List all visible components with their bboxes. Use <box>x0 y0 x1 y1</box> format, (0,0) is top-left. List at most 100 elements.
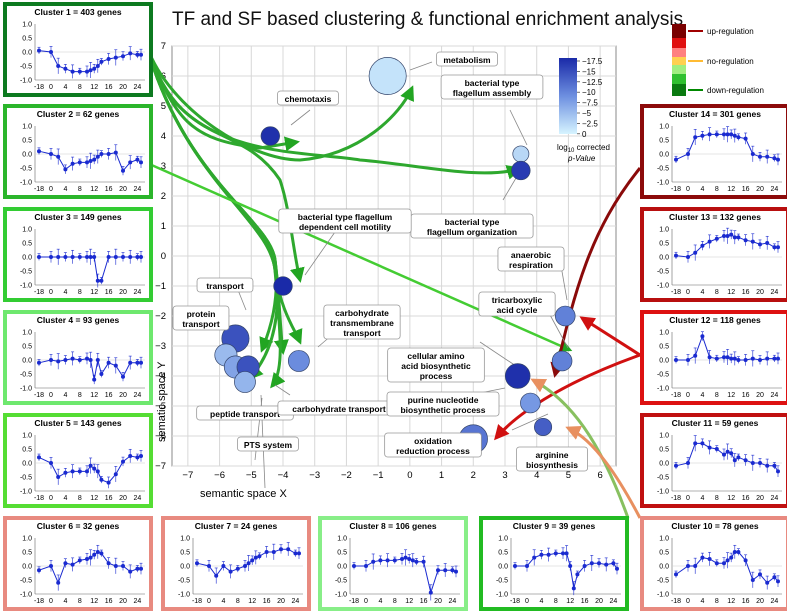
mini-y-tick: -1.0 <box>657 283 669 290</box>
y-tick-label: 0 <box>161 251 166 262</box>
mini-y-tick: 0.0 <box>659 564 669 571</box>
x-tick-label: 5 <box>566 470 571 481</box>
cluster-point <box>732 550 737 554</box>
y-tick-label: 2 <box>161 191 166 202</box>
cluster-point <box>77 255 82 259</box>
cluster-point <box>49 255 53 259</box>
cluster-point <box>732 458 737 463</box>
cluster-point <box>561 551 565 556</box>
cluster-point <box>428 590 433 595</box>
cluster-point <box>63 561 68 566</box>
cluster-point <box>139 454 143 458</box>
cluster-point <box>772 245 777 250</box>
mini-x-tick: 20 <box>756 392 764 399</box>
cluster-point <box>49 50 53 54</box>
cluster-point <box>772 575 777 580</box>
cluster-point <box>743 238 748 243</box>
mini-x-tick: 24 <box>610 598 618 605</box>
mini-x-tick: 12 <box>727 495 735 502</box>
cluster-point <box>772 463 777 468</box>
mini-x-tick: 20 <box>277 598 285 605</box>
cluster-point <box>95 278 100 283</box>
cluster-point <box>743 558 748 563</box>
y-tick-label: −1 <box>155 281 166 292</box>
cluster-point <box>714 132 719 137</box>
cluster-point <box>95 469 100 474</box>
x-tick-label: 2 <box>471 470 476 481</box>
mini-y-tick: 0.0 <box>22 461 32 468</box>
x-axis-label: semantic space X <box>200 488 287 500</box>
cluster-point <box>128 569 133 574</box>
cluster-point <box>436 568 440 573</box>
cluster-point <box>385 558 390 563</box>
cluster-point <box>113 255 118 259</box>
x-tick-labels: −7 −6 −5 −4 −3 −2 −1 0 1 2 3 4 5 6 <box>182 470 602 481</box>
legend-none: no-regulation <box>707 57 754 66</box>
mini-x-tick: 24 <box>771 186 779 193</box>
cluster-point <box>92 377 97 382</box>
cluster-point <box>765 580 770 585</box>
cluster-point <box>106 152 111 156</box>
cluster-point <box>743 136 748 141</box>
mini-x-tick: 20 <box>756 289 764 296</box>
cluster-point <box>571 586 576 591</box>
cluster-point <box>589 561 594 566</box>
mini-y-tick: -1.0 <box>20 489 32 496</box>
cluster-point <box>121 374 125 379</box>
mini-x-tick: 20 <box>119 186 127 193</box>
mini-x-tick: 20 <box>119 495 127 502</box>
mini-y-tick: 0.5 <box>659 447 669 454</box>
cluster-point <box>121 459 125 464</box>
cluster-point <box>693 441 698 446</box>
cluster-point <box>128 51 133 56</box>
cluster-point <box>135 255 140 259</box>
cluster-point <box>99 551 104 556</box>
cluster-point <box>56 359 61 364</box>
mini-x-tick: 16 <box>105 84 113 91</box>
y-tick-label: −4 <box>155 371 166 382</box>
cluster-point <box>85 255 89 259</box>
y-tick-label: −3 <box>155 341 166 352</box>
mini-x-tick: 20 <box>119 289 127 296</box>
cluster-panel-2: Cluster 2 = 62 genes 1.0 0.5 0.0 -0.5 -1.0-18… <box>3 104 153 199</box>
mini-x-tick: -18 <box>671 495 681 502</box>
mini-x-tick: 12 <box>727 289 735 296</box>
mini-y-tick: -0.5 <box>20 166 32 173</box>
mini-x-tick: 24 <box>134 495 142 502</box>
mini-x-tick: 0 <box>686 495 690 502</box>
mini-x-tick: 16 <box>105 392 113 399</box>
mini-y-tick: 1.0 <box>22 124 32 131</box>
mini-x-tick: 0 <box>49 392 53 399</box>
mini-x-tick: 8 <box>715 495 719 502</box>
mini-y-tick: -1.0 <box>657 489 669 496</box>
label-carb-tm-transport-text: transport <box>343 328 380 338</box>
cluster-point <box>214 573 219 578</box>
mini-y-tick: -1.0 <box>657 592 669 599</box>
cluster-point <box>279 547 283 552</box>
cluster-point <box>714 236 719 241</box>
mini-y-tick: 0.0 <box>22 564 32 571</box>
mini-x-tick: -18 <box>34 598 44 605</box>
mini-y-tick: 0.5 <box>22 241 32 248</box>
mini-x-tick: 4 <box>700 598 704 605</box>
cluster-point <box>37 149 41 154</box>
mini-x-tick: 24 <box>134 186 142 193</box>
mini-x-tick: 4 <box>63 186 67 193</box>
cluster-point <box>99 278 104 283</box>
mini-y-tick: 0.5 <box>22 344 32 351</box>
figure-title: TF and SF based clustering & functional … <box>172 9 683 30</box>
x-tick-label: −3 <box>309 470 320 481</box>
bubble-cellular-amino-acid-biosynthetic-process <box>504 363 531 389</box>
cluster-point <box>686 564 690 568</box>
label-metabolism: metabolism <box>436 51 498 67</box>
cluster-point <box>674 157 678 162</box>
cluster-point <box>611 561 616 566</box>
mini-x-tick: 4 <box>700 289 704 296</box>
cluster-point <box>776 245 780 250</box>
mini-y-tick: 0.5 <box>22 36 32 43</box>
cluster-point <box>85 69 89 74</box>
cluster-point <box>135 566 140 571</box>
cluster-title: Cluster 5 = 143 genes <box>34 418 121 428</box>
semantic-scatter-plot: −7 −6 −5 −4 −3 −2 −1 0 1 2 3 4 5 6 7 6 5 4 3 2 1 0 −1 −2 −3 −4 −5… <box>145 41 642 519</box>
mini-x-tick: 12 <box>90 186 98 193</box>
